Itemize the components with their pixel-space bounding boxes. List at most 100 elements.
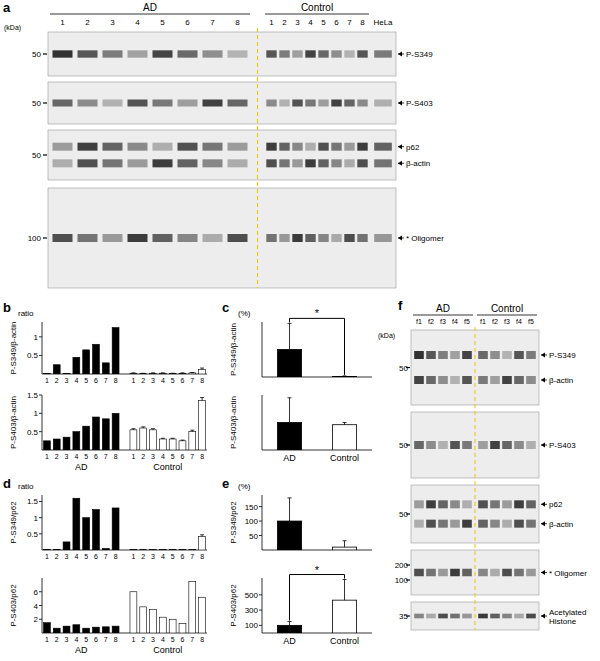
marker-label: 50 (399, 510, 408, 519)
x-tick-label: 1 (131, 553, 135, 560)
band (462, 351, 472, 359)
x-tick-label: 5 (171, 636, 175, 643)
lane-label: 8 (360, 18, 365, 27)
x-tick-label: 7 (190, 553, 194, 560)
bar (199, 370, 206, 374)
bar (277, 521, 301, 550)
y-tick-label: 0.5 (27, 428, 39, 437)
plot-area (43, 328, 205, 374)
y-axis (42, 322, 43, 374)
band (153, 100, 173, 107)
band (502, 376, 512, 384)
band (178, 100, 198, 107)
plot-area (277, 398, 356, 450)
bar (179, 549, 186, 550)
band (53, 234, 73, 242)
y-axis-label: P-S349/β-actin (229, 323, 238, 376)
plot-area (43, 581, 205, 633)
band-label: β-actin (406, 159, 430, 168)
error-cap (151, 372, 155, 373)
bar (179, 441, 186, 450)
band (462, 500, 472, 508)
band (266, 159, 276, 167)
band (374, 50, 392, 57)
x-tick-label: 3 (65, 553, 69, 560)
lane-label: 2 (85, 18, 90, 27)
band (228, 234, 248, 242)
unit-label: ratio (18, 309, 34, 318)
x-tick-label: 3 (151, 453, 155, 460)
error-cap (131, 428, 135, 429)
band (490, 614, 500, 619)
band-label: P-S349 (549, 351, 576, 360)
band-label: P-S403 (406, 99, 433, 108)
band-label: AcetylatedHistone (549, 608, 586, 626)
error-bar (202, 398, 203, 401)
lane-label: 6 (334, 18, 339, 27)
band (450, 520, 460, 528)
x-tick-label: 2 (55, 553, 59, 560)
x-tick-label: 8 (200, 636, 204, 643)
x-tick-label: 1 (131, 453, 135, 460)
band (292, 159, 302, 167)
lane-label: 3 (110, 18, 115, 27)
label-arrowhead (398, 236, 402, 241)
bar (332, 425, 356, 450)
x-tick-label: 8 (114, 453, 118, 460)
y-tick (39, 336, 42, 337)
y-tick-label: 300 (245, 606, 259, 615)
band (292, 234, 302, 242)
y-axis (262, 322, 263, 377)
y-tick (39, 619, 42, 620)
band (502, 441, 512, 449)
lane-label: 1 (60, 18, 65, 27)
band-label: * Oligomer (549, 569, 587, 578)
lane-label: f3 (504, 318, 510, 325)
x-tick-label: 4 (74, 553, 78, 560)
y-tick-label: 2 (34, 615, 39, 624)
group-label: AD (75, 645, 88, 655)
lane-label: 4 (135, 18, 140, 27)
x-tick-label: 7 (104, 636, 108, 643)
bar (199, 536, 206, 550)
label-arrowhead (541, 570, 545, 575)
band (53, 100, 73, 107)
band (526, 441, 536, 449)
error-cap (288, 323, 292, 324)
x-tick-label: 3 (151, 377, 155, 384)
bar (130, 592, 137, 633)
band (478, 376, 488, 384)
bar (63, 542, 70, 550)
error-cap (343, 579, 347, 580)
band (318, 159, 328, 167)
significance-bracket (290, 575, 345, 621)
error-cap (131, 372, 135, 373)
band (426, 441, 436, 449)
x-tick-label: 5 (84, 636, 88, 643)
band (514, 614, 524, 619)
band (450, 569, 460, 577)
error-cap (141, 426, 145, 427)
unit-label: (kDa) (4, 24, 21, 32)
x-tick-label: 7 (190, 377, 194, 384)
y-axis-label: P-S349/p62 (229, 501, 238, 544)
bar (112, 328, 119, 374)
band (478, 500, 488, 508)
band (228, 50, 248, 57)
x-tick-label: 4 (74, 377, 78, 384)
chart: 0.511.5P-S403/β-actin12345678AD12345678C… (9, 391, 207, 472)
error-cap (343, 375, 347, 376)
lane-label: 7 (210, 18, 215, 27)
band (331, 159, 341, 167)
y-tick-label: 100 (245, 517, 259, 526)
band (526, 500, 536, 508)
y-axis-label: P-S403/β-actin (9, 396, 18, 449)
band (426, 351, 436, 359)
band (266, 100, 276, 107)
band (153, 143, 173, 151)
band (103, 234, 123, 242)
band (318, 143, 328, 151)
band (374, 234, 392, 242)
marker-label: 50 (399, 364, 408, 373)
blot-strip (411, 485, 539, 543)
